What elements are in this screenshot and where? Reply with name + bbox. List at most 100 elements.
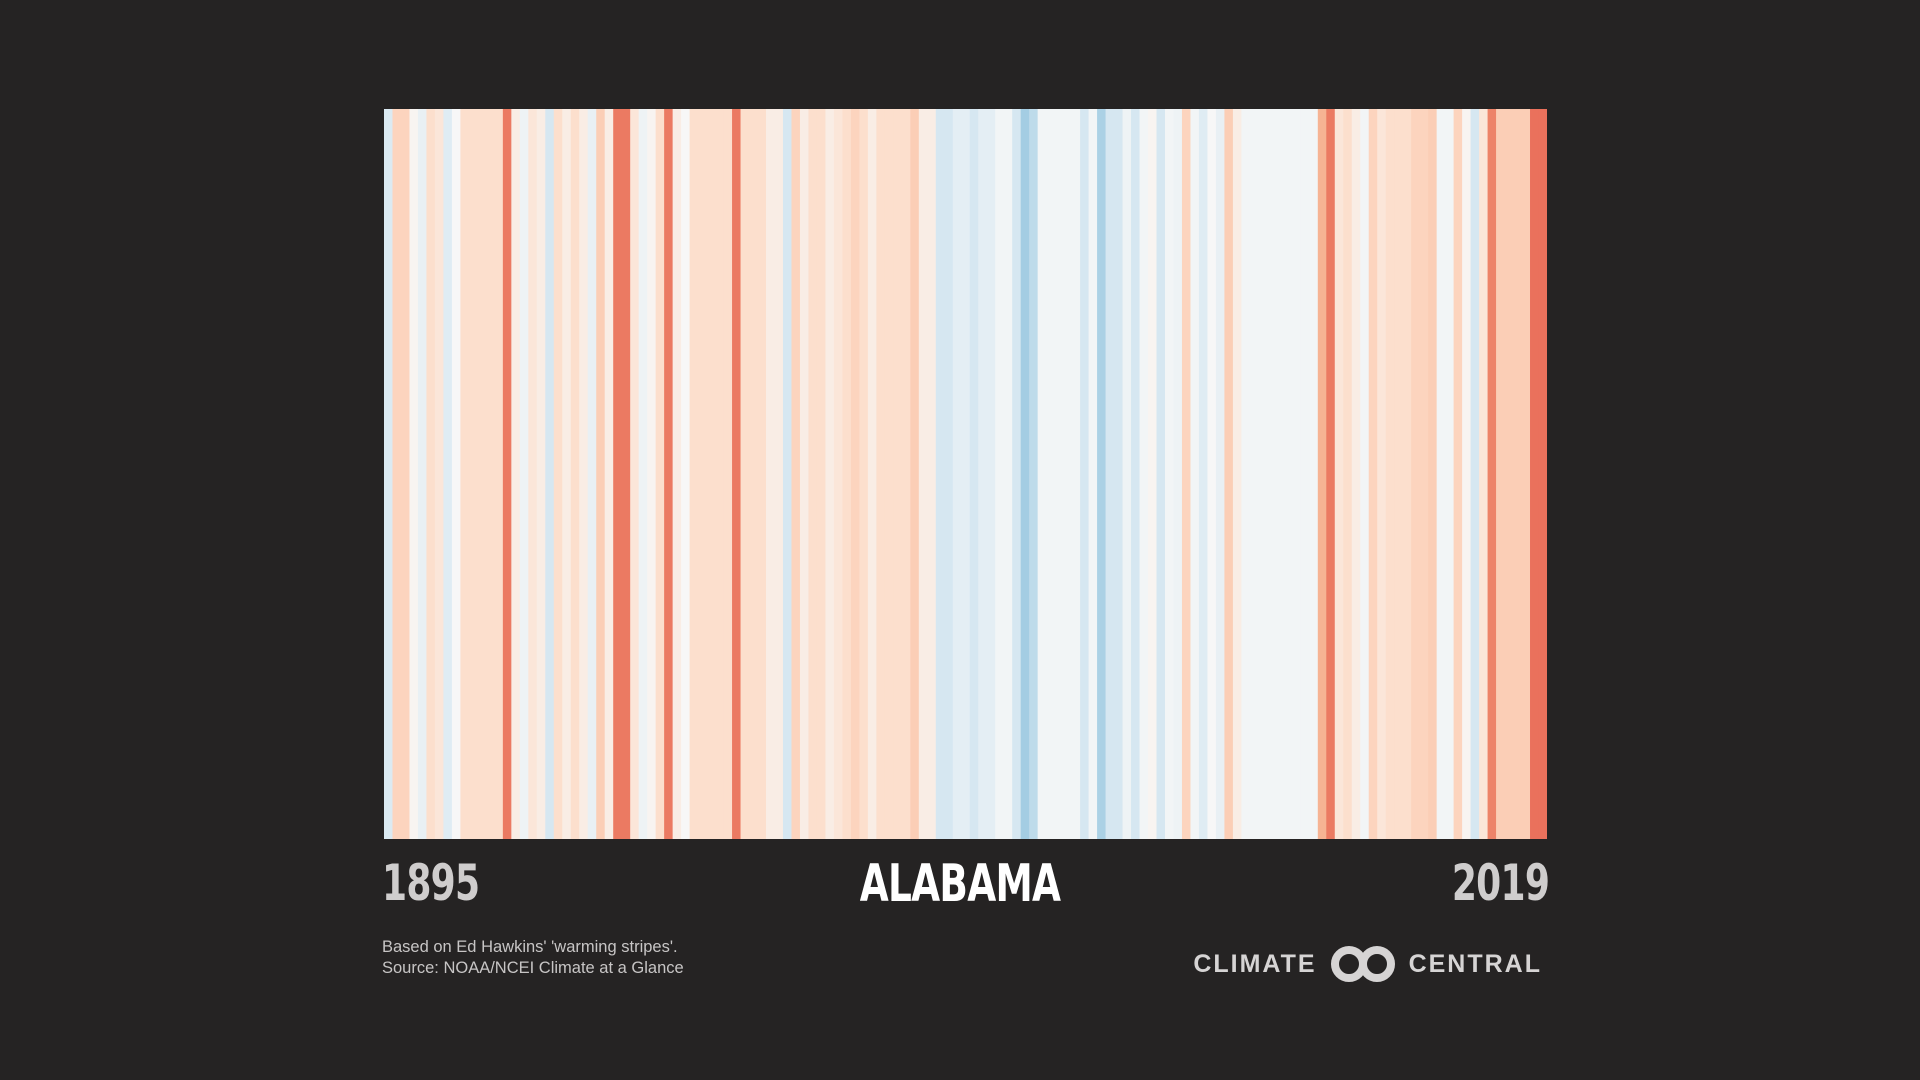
stripe <box>935 109 945 839</box>
stripe <box>384 109 394 839</box>
stripe <box>1402 109 1412 839</box>
stripe <box>1054 109 1064 839</box>
stripe <box>1198 109 1209 839</box>
stripe <box>1462 109 1472 839</box>
stripe <box>850 109 860 839</box>
stripe <box>1530 109 1540 839</box>
stripe <box>613 109 623 839</box>
stripe <box>596 109 606 839</box>
stripe <box>1139 109 1149 839</box>
stripe <box>1538 109 1547 839</box>
stripe <box>1003 109 1013 839</box>
stripe <box>1275 109 1285 839</box>
stripe <box>1173 109 1183 839</box>
stripe <box>1309 109 1319 839</box>
stripe <box>536 109 546 839</box>
stripe <box>1071 109 1081 839</box>
stripe <box>1037 109 1047 839</box>
start-year-label: 1895 <box>382 854 480 912</box>
stripe <box>1088 109 1098 839</box>
stripe <box>723 109 733 839</box>
linked-rings-icon <box>1330 946 1395 982</box>
stripe <box>740 109 750 839</box>
stripe <box>1181 109 1192 839</box>
stripe <box>443 109 453 839</box>
credits: Based on Ed Hawkins' 'warming stripes'. … <box>382 937 684 979</box>
stripe <box>808 109 818 839</box>
stripe <box>1300 109 1310 839</box>
stripe <box>1080 109 1090 839</box>
stripe <box>451 109 462 839</box>
stripe <box>961 109 971 839</box>
stripe <box>494 109 504 839</box>
stripe <box>1360 109 1370 839</box>
stripe <box>1326 109 1336 839</box>
stripe <box>655 109 665 839</box>
stripe <box>1131 109 1141 839</box>
stripe <box>664 109 674 839</box>
climate-central-logo: CLIMATE CENTRAL <box>1193 945 1542 983</box>
stripe <box>1428 109 1438 839</box>
stripe <box>799 109 810 839</box>
stripe <box>715 109 725 839</box>
stripe <box>816 109 827 839</box>
stripe <box>1190 109 1200 839</box>
stripe <box>918 109 928 839</box>
stripe <box>774 109 784 839</box>
credit-line-hawkins: Based on Ed Hawkins' 'warming stripes'. <box>382 938 678 956</box>
stripe <box>638 109 648 839</box>
stripe <box>825 109 835 839</box>
stripe <box>1419 109 1429 839</box>
stripe <box>1351 109 1361 839</box>
stripe <box>1292 109 1302 839</box>
stripe <box>1020 109 1030 839</box>
stripe <box>1012 109 1022 839</box>
stripe <box>1385 109 1395 839</box>
stripe <box>562 109 572 839</box>
stripe <box>867 109 877 839</box>
stripe <box>468 109 478 839</box>
stripe <box>706 109 716 839</box>
stripe <box>1453 109 1463 839</box>
logo-word-climate: CLIMATE <box>1193 949 1317 978</box>
stripe <box>1097 109 1107 839</box>
stripe <box>884 109 894 839</box>
stripe <box>901 109 911 839</box>
stripe <box>604 109 614 839</box>
stripe <box>511 109 521 839</box>
stripe <box>1114 109 1124 839</box>
stripe <box>1258 109 1268 839</box>
stripe <box>1436 109 1446 839</box>
stripe <box>502 109 512 839</box>
stripe <box>978 109 988 839</box>
stripe <box>952 109 962 839</box>
stripe <box>630 109 640 839</box>
stripe <box>672 109 682 839</box>
stripe <box>1394 109 1404 839</box>
stripe <box>1334 109 1344 839</box>
stripe <box>1063 109 1073 839</box>
stripe <box>1122 109 1132 839</box>
stripe <box>910 109 920 839</box>
stripe <box>1411 109 1421 839</box>
stripe <box>766 109 776 839</box>
stripe <box>1224 109 1234 839</box>
stripe <box>1479 109 1489 839</box>
stripe <box>579 109 589 839</box>
stripe <box>434 109 445 839</box>
stripe <box>689 109 699 839</box>
stripe <box>893 109 903 839</box>
stripe <box>681 109 691 839</box>
stripe <box>545 109 555 839</box>
stripe <box>570 109 580 839</box>
stripe <box>392 109 402 839</box>
stripe <box>969 109 979 839</box>
stripe <box>1445 109 1455 839</box>
stripe <box>842 109 852 839</box>
stripe <box>647 109 657 839</box>
stripe <box>876 109 886 839</box>
stripe <box>400 109 411 839</box>
stripe <box>927 109 937 839</box>
stripe <box>1343 109 1353 839</box>
